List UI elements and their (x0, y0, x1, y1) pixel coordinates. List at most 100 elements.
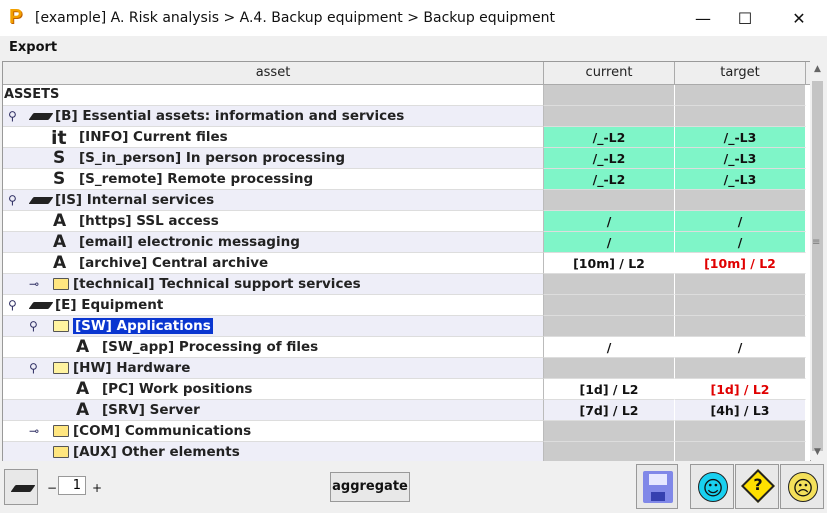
target-cell (675, 106, 806, 127)
bottom-toolbar: − + aggregate ☺ ? ☹ (0, 461, 827, 513)
target-cell (675, 442, 806, 461)
info-asset-icon: it (51, 127, 67, 148)
tree-root-label: ASSETS (4, 87, 60, 102)
target-cell: / (675, 337, 806, 358)
column-header-asset[interactable]: asset (3, 62, 544, 84)
warning-question-button[interactable]: ? (735, 464, 779, 509)
level-stepper[interactable] (58, 476, 86, 495)
table-row[interactable]: ⚲ [B] Essential assets: information and … (3, 106, 810, 127)
tree-node-label: [PC] Work positions (102, 381, 253, 397)
tree-node-label: [IS] Internal services (55, 192, 215, 208)
folder-open-icon (53, 320, 69, 332)
column-header-target[interactable]: target (675, 62, 806, 84)
target-cell: [10m] / L2 (675, 253, 806, 274)
save-icon (643, 471, 673, 503)
tree-node-label: [E] Equipment (55, 297, 164, 313)
scroll-grip-icon: ≡ (812, 237, 821, 248)
table-row[interactable]: [AUX] Other elements (3, 442, 810, 461)
service-asset-icon: S (53, 169, 66, 189)
close-button[interactable]: ✕ (792, 8, 806, 28)
target-cell (675, 190, 806, 211)
save-button[interactable] (636, 464, 678, 509)
tree-node-label: [S_in_person] In person processing (79, 150, 346, 166)
expand-toggle-icon[interactable]: ⊸ (29, 424, 40, 438)
asset-a-icon: A (53, 211, 67, 231)
current-cell (544, 442, 675, 461)
maximize-button[interactable]: ☐ (737, 8, 753, 28)
tree-node-label: [email] electronic messaging (79, 234, 300, 250)
current-cell (544, 358, 675, 379)
table-row[interactable]: A [PC] Work positions [1d] / L2 [1d] / L… (3, 379, 810, 400)
current-cell: [10m] / L2 (544, 253, 675, 274)
scroll-down-icon[interactable]: ▼ (814, 447, 821, 457)
current-cell: [7d] / L2 (544, 400, 675, 421)
expand-toggle-icon[interactable]: ⚲ (29, 361, 38, 375)
column-header-current[interactable]: current (544, 62, 675, 84)
current-cell: / (544, 337, 675, 358)
tree-node-label: [HW] Hardware (73, 360, 191, 376)
tree-node-label: [INFO] Current files (79, 129, 228, 145)
current-cell: [1d] / L2 (544, 379, 675, 400)
folder-icon (53, 425, 69, 437)
current-cell: /_-L2 (544, 127, 675, 148)
table-row[interactable]: A [SW_app] Processing of files / / (3, 337, 810, 358)
scroll-thumb[interactable] (812, 81, 823, 451)
asset-a-icon: A (76, 337, 90, 357)
layer-icon (28, 302, 54, 309)
table-row[interactable]: ⚲ [E] Equipment (3, 295, 810, 316)
table-row[interactable]: A [SRV] Server [7d] / L2 [4h] / L3 (3, 400, 810, 421)
target-cell (675, 316, 806, 337)
table-row[interactable]: ⚲ [SW] Applications (3, 316, 810, 337)
target-cell (675, 421, 806, 442)
current-cell (544, 274, 675, 295)
table-row[interactable]: S [S_remote] Remote processing /_-L2 /_-… (3, 169, 810, 190)
current-cell: / (544, 232, 675, 253)
target-cell (675, 85, 806, 106)
tree-node-label: [SRV] Server (102, 402, 200, 418)
expand-toggle-icon[interactable]: ⚲ (8, 109, 17, 123)
minimize-button[interactable]: — (695, 8, 711, 28)
current-cell (544, 295, 675, 316)
stepper-increment[interactable]: + (92, 481, 103, 495)
expand-toggle-icon[interactable]: ⊸ (29, 277, 40, 291)
table-row[interactable]: ⊸ [COM] Communications (3, 421, 810, 442)
stepper-decrement[interactable]: − (47, 481, 58, 495)
happy-face-button[interactable]: ☺ (690, 464, 734, 509)
asset-a-icon: A (53, 253, 67, 273)
target-cell (675, 358, 806, 379)
expand-toggle-icon[interactable]: ⚲ (8, 193, 17, 207)
current-cell: /_-L2 (544, 169, 675, 190)
tree-node-label: [archive] Central archive (79, 255, 269, 271)
asset-a-icon: A (76, 379, 90, 399)
current-cell (544, 106, 675, 127)
menu-export[interactable]: Export (9, 40, 58, 55)
expand-toggle-icon[interactable]: ⚲ (8, 298, 17, 312)
current-cell: /_-L2 (544, 148, 675, 169)
table-row[interactable]: ⚲ [HW] Hardware (3, 358, 810, 379)
vertical-scrollbar[interactable]: ▲ ≡ ▼ (810, 61, 825, 460)
current-cell (544, 190, 675, 211)
aggregate-button[interactable]: aggregate (330, 472, 410, 502)
table-row[interactable]: A [https] SSL access / / (3, 211, 810, 232)
tree-node-label: [COM] Communications (73, 423, 252, 439)
table-row[interactable]: ⚲ [IS] Internal services (3, 190, 810, 211)
table-row[interactable]: A [archive] Central archive [10m] / L2 [… (3, 253, 810, 274)
tree-node-label: [AUX] Other elements (73, 444, 240, 460)
tree-node-label-selected: [SW] Applications (73, 318, 213, 334)
title-bar: P [example] A. Risk analysis > A.4. Back… (0, 0, 827, 36)
layer-button[interactable] (4, 469, 38, 505)
table-row[interactable]: S [S_in_person] In person processing /_-… (3, 148, 810, 169)
happy-face-icon: ☺ (698, 472, 728, 502)
tree-node-label: [SW_app] Processing of files (102, 339, 319, 355)
scroll-up-icon[interactable]: ▲ (814, 64, 821, 74)
tree-node-label: [technical] Technical support services (73, 276, 361, 292)
table-row[interactable]: it [INFO] Current files /_-L2 /_-L3 (3, 127, 810, 148)
table-row[interactable]: ASSETS (3, 85, 810, 106)
table-header: asset current target (3, 62, 810, 85)
expand-toggle-icon[interactable]: ⚲ (29, 319, 38, 333)
table-row[interactable]: A [email] electronic messaging / / (3, 232, 810, 253)
target-cell: /_-L3 (675, 148, 806, 169)
sad-face-button[interactable]: ☹ (780, 464, 824, 509)
table-row[interactable]: ⊸ [technical] Technical support services (3, 274, 810, 295)
service-asset-icon: S (53, 148, 66, 168)
